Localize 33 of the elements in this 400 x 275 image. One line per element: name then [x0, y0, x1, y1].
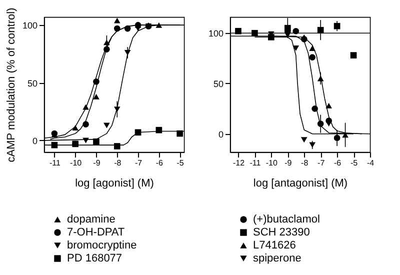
- x-tick-label: -7: [318, 158, 326, 168]
- y-tick-label: 50: [27, 78, 38, 88]
- y-tick-label: 100: [208, 28, 224, 39]
- x-tick-label: -10: [266, 158, 278, 168]
- x-tick-label: -8: [301, 158, 309, 168]
- y-tick-label: 0: [218, 129, 224, 140]
- x-tick-label: -11: [250, 158, 262, 168]
- x-tick-label: -9: [284, 158, 292, 168]
- y-axis-title: cAMP modulation (% of control): [5, 8, 18, 162]
- x-tick-label: -4: [366, 158, 375, 168]
- x-tick-label: -10: [70, 158, 82, 168]
- legend-label: 7-OH-DPAT: [67, 226, 125, 238]
- legend-label: (+)butaclamol: [253, 214, 320, 226]
- legend-label: L741626: [253, 240, 296, 252]
- x-tick-label: -7: [134, 158, 143, 168]
- legend-label: dopamine: [67, 214, 116, 226]
- legend-label: SCH 23390: [253, 226, 310, 238]
- x-tick-label: -6: [334, 158, 342, 168]
- x-tick-label: -5: [350, 158, 358, 168]
- legend-label: bromocryptine: [67, 240, 137, 252]
- x-tick-label: -8: [114, 158, 122, 168]
- legend-label: PD 168077: [67, 252, 122, 264]
- x-tick-label: -5: [176, 158, 184, 168]
- x-tick-label: -11: [49, 158, 61, 168]
- y-tick-label: 50: [213, 78, 224, 89]
- x-tick-label: -9: [93, 158, 101, 168]
- y-tick-label: 0: [32, 136, 38, 146]
- x-axis-title: log [antagonist] (M): [253, 178, 348, 190]
- x-tick-label: -12: [232, 158, 246, 168]
- x-axis-title: log [agonist] (M): [75, 178, 154, 190]
- y-tick-label: 100: [22, 20, 38, 31]
- legend-label: spiperone: [253, 252, 302, 264]
- x-tick-label: -6: [156, 158, 164, 168]
